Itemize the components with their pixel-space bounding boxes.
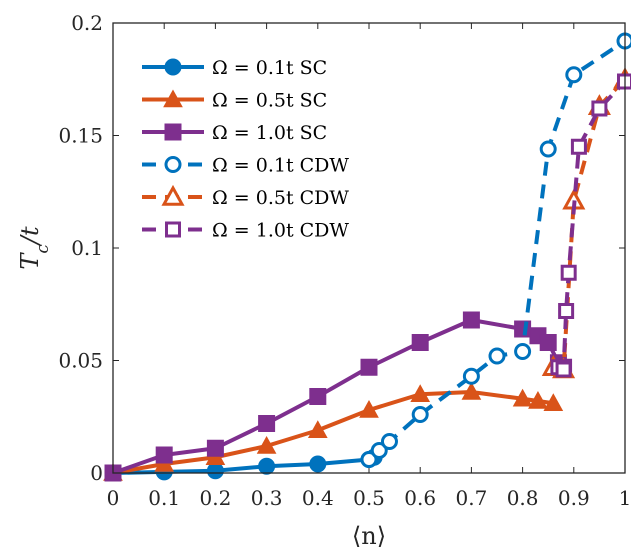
data-point [461, 381, 482, 400]
legend: Ω = 0.1t SC Ω = 0.5t SC Ω = 1.0t SC Ω = 0.1… [142, 57, 349, 242]
data-point [380, 433, 398, 450]
x-tick-label: 0.9 [558, 486, 590, 510]
data-point [539, 334, 557, 351]
y-tick-label: 0.15 [58, 124, 103, 148]
legend-item-1: Ω = 0.5t SC [142, 89, 327, 112]
series-line [367, 39, 627, 462]
legend-item-0: Ω = 0.1t SC [142, 57, 327, 79]
series-1 [103, 381, 564, 481]
x-tick-label: 0.1 [148, 486, 180, 510]
x-tick-label: 0.7 [455, 486, 487, 510]
legend-marker [165, 221, 181, 238]
y-tick-label: 0 [90, 461, 103, 485]
data-point [462, 311, 480, 329]
data-point [410, 384, 431, 402]
legend-label: Ω = 0.5t CDW [212, 187, 349, 209]
data-point [512, 388, 533, 407]
legend-marker [161, 184, 185, 206]
data-point [411, 334, 429, 351]
y-axis-label: Tc/t [16, 226, 53, 270]
legend-item-3: Ω = 0.1t CDW [142, 155, 349, 177]
y-tick-label: 0.1 [71, 236, 103, 260]
y-tick-label: 0.05 [58, 349, 103, 373]
data-point [565, 66, 583, 84]
series-3 [360, 32, 631, 468]
x-tick-label: 0.2 [199, 486, 231, 510]
data-point [591, 100, 608, 117]
data-point [560, 264, 577, 281]
y-tick-label: 0.2 [71, 11, 103, 35]
legend-marker [163, 89, 183, 108]
legend-marker [164, 156, 182, 173]
data-point [206, 462, 224, 480]
x-tick-label: 0.4 [302, 486, 334, 510]
data-point [558, 303, 575, 319]
legend-label: Ω = 0.5t SC [212, 90, 327, 112]
data-point [555, 361, 572, 378]
data-point [258, 415, 276, 432]
data-point [307, 420, 328, 438]
legend-item-5: Ω = 1.0t CDW [142, 220, 349, 242]
data-point [360, 451, 378, 468]
data-point [411, 406, 429, 423]
data-point [570, 138, 587, 155]
data-point [488, 347, 506, 365]
legend-label: Ω = 1.0t CDW [212, 220, 349, 242]
data-point [155, 446, 173, 464]
data-point [462, 367, 480, 385]
x-tick-label: 0.5 [353, 486, 385, 510]
legend-item-2: Ω = 1.0t SC [142, 122, 327, 144]
data-point [370, 442, 388, 459]
x-tick-label: 0.6 [404, 486, 436, 510]
data-point [514, 320, 532, 338]
legend-marker [164, 123, 182, 141]
x-tick-label: 0.3 [251, 486, 283, 510]
x-tick-label: 1 [619, 486, 631, 510]
legend-item-4: Ω = 0.5t CDW [142, 184, 349, 209]
series-layer [103, 32, 631, 482]
x-tick-label: 0.8 [507, 486, 539, 510]
plot-frame [112, 22, 626, 474]
data-point [539, 140, 557, 158]
data-point [309, 455, 327, 473]
data-point [256, 435, 277, 454]
data-point [206, 439, 224, 457]
legend-marker [164, 58, 182, 76]
legend-label: Ω = 0.1t CDW [212, 155, 349, 177]
x-axis-label: ⟨n⟩ [352, 522, 386, 550]
data-point [528, 390, 548, 409]
series-line [557, 80, 627, 372]
legend-label: Ω = 1.0t SC [212, 122, 327, 144]
series-4 [541, 67, 631, 379]
x-tick-label: 0 [107, 486, 120, 510]
legend-label: Ω = 0.1t SC [212, 57, 327, 79]
data-point [514, 343, 532, 360]
labels-layer: ⟨n⟩ Tc/t [16, 226, 386, 550]
ticks-layer: 0 0.1 0.2 0.3 0.4 0.5 0.6 0.7 0.8 0.9 1 0 0.05 0.1 0.1… [58, 11, 631, 510]
data-point [309, 388, 327, 405]
data-point [359, 399, 379, 418]
series-5 [550, 73, 631, 378]
data-point [543, 393, 564, 411]
data-point [360, 358, 378, 376]
data-point [258, 457, 276, 475]
